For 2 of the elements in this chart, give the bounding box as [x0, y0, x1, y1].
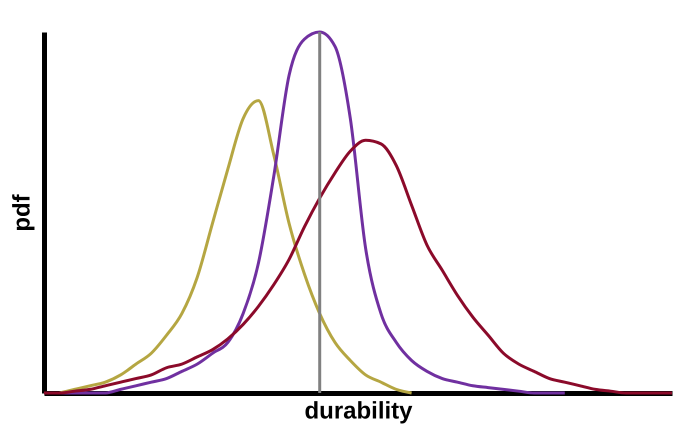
- y-axis-title: pdf: [8, 193, 36, 232]
- x-axis-title: durability: [304, 398, 414, 424]
